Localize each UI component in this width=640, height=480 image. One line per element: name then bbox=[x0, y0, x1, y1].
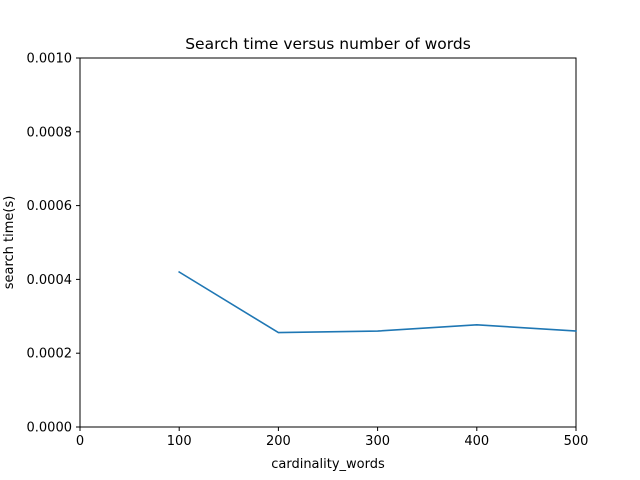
series-line-0 bbox=[178, 270, 577, 334]
x-tick-label: 200 bbox=[266, 434, 291, 449]
x-axis-title: cardinality_words bbox=[271, 457, 385, 472]
plot-area bbox=[79, 57, 577, 428]
y-tick-label: 0.0010 bbox=[27, 52, 73, 67]
y-tick-label: 0.0002 bbox=[27, 347, 73, 362]
y-axis-title: search time(s) bbox=[2, 196, 17, 290]
chart-title: Search time versus number of words bbox=[185, 35, 471, 53]
y-tick-label: 0.0000 bbox=[27, 421, 73, 436]
x-tick-label: 500 bbox=[564, 434, 589, 449]
series-layer bbox=[178, 270, 577, 334]
axes-frame bbox=[79, 57, 577, 428]
x-tick-label: 300 bbox=[365, 434, 390, 449]
x-tick-label: 100 bbox=[167, 434, 192, 449]
x-tick-label: 0 bbox=[76, 434, 84, 449]
y-tick-label: 0.0004 bbox=[27, 273, 73, 288]
y-tick-label: 0.0008 bbox=[27, 125, 73, 140]
x-tick-label: 400 bbox=[464, 434, 489, 449]
y-tick-label: 0.0006 bbox=[27, 199, 73, 214]
axis-ticks: 0 100 200 300 400 500 0.0000 0.0002 0.0004 0.0006… bbox=[27, 52, 589, 450]
